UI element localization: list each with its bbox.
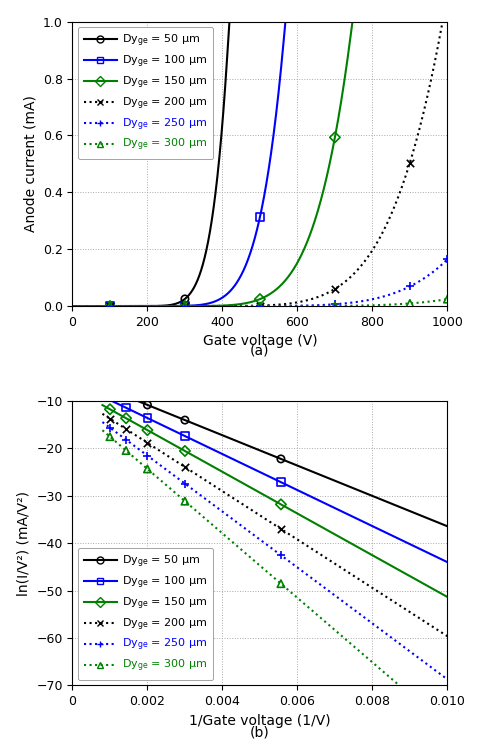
Point xyxy=(144,463,151,475)
Point xyxy=(256,211,264,223)
Point xyxy=(256,300,264,312)
Point xyxy=(277,523,285,535)
Point xyxy=(406,157,414,169)
Text: (a): (a) xyxy=(250,343,269,357)
Point xyxy=(181,445,189,457)
Point xyxy=(122,444,130,456)
Point xyxy=(122,402,130,414)
Point xyxy=(181,300,189,312)
Point xyxy=(406,297,414,309)
Point xyxy=(122,412,130,424)
Point xyxy=(106,404,114,416)
Point xyxy=(331,298,339,310)
Point xyxy=(106,300,114,312)
Point xyxy=(443,253,451,265)
Point xyxy=(106,300,114,312)
X-axis label: Gate voltage (V): Gate voltage (V) xyxy=(202,334,317,349)
Point xyxy=(122,434,130,446)
Point xyxy=(181,300,189,312)
Point xyxy=(331,300,339,312)
Point xyxy=(144,437,151,449)
Point xyxy=(256,300,264,312)
Point xyxy=(277,578,285,590)
Point xyxy=(144,412,151,424)
Legend: Dy$_{\rm ge}$ = 50 μm, Dy$_{\rm ge}$ = 100 μm, Dy$_{\rm ge}$ = 150 μm, Dy$_{\rm : Dy$_{\rm ge}$ = 50 μm, Dy$_{\rm ge}$ = 1… xyxy=(78,548,214,680)
Point xyxy=(181,495,189,508)
Point xyxy=(106,300,114,312)
Point xyxy=(181,430,189,442)
Point xyxy=(181,300,189,312)
Y-axis label: ln(I/V²) (mA/V²): ln(I/V²) (mA/V²) xyxy=(17,491,31,596)
X-axis label: 1/Gate voltage (1/V): 1/Gate voltage (1/V) xyxy=(189,714,331,727)
Point xyxy=(144,424,151,436)
Point xyxy=(277,498,285,511)
Legend: Dy$_{\rm ge}$ = 50 μm, Dy$_{\rm ge}$ = 100 μm, Dy$_{\rm ge}$ = 150 μm, Dy$_{\rm : Dy$_{\rm ge}$ = 50 μm, Dy$_{\rm ge}$ = 1… xyxy=(78,27,214,159)
Point xyxy=(106,431,114,443)
Point xyxy=(181,477,189,489)
Point xyxy=(181,300,189,312)
Point xyxy=(181,293,189,305)
Point xyxy=(277,453,285,465)
Point xyxy=(277,549,285,561)
Point xyxy=(256,293,264,305)
Text: (b): (b) xyxy=(250,725,270,739)
Point xyxy=(181,414,189,426)
Point xyxy=(331,283,339,295)
Point xyxy=(106,413,114,425)
Point xyxy=(144,450,151,462)
Y-axis label: Anode current (mA): Anode current (mA) xyxy=(23,96,37,233)
Point xyxy=(106,300,114,312)
Point xyxy=(256,300,264,312)
Point xyxy=(106,300,114,312)
Point xyxy=(331,131,339,143)
Point xyxy=(144,399,151,411)
Point xyxy=(406,280,414,292)
Point xyxy=(106,422,114,434)
Point xyxy=(122,423,130,435)
Point xyxy=(181,300,189,312)
Point xyxy=(181,461,189,473)
Point xyxy=(277,476,285,488)
Point xyxy=(443,293,451,305)
Point xyxy=(106,300,114,312)
